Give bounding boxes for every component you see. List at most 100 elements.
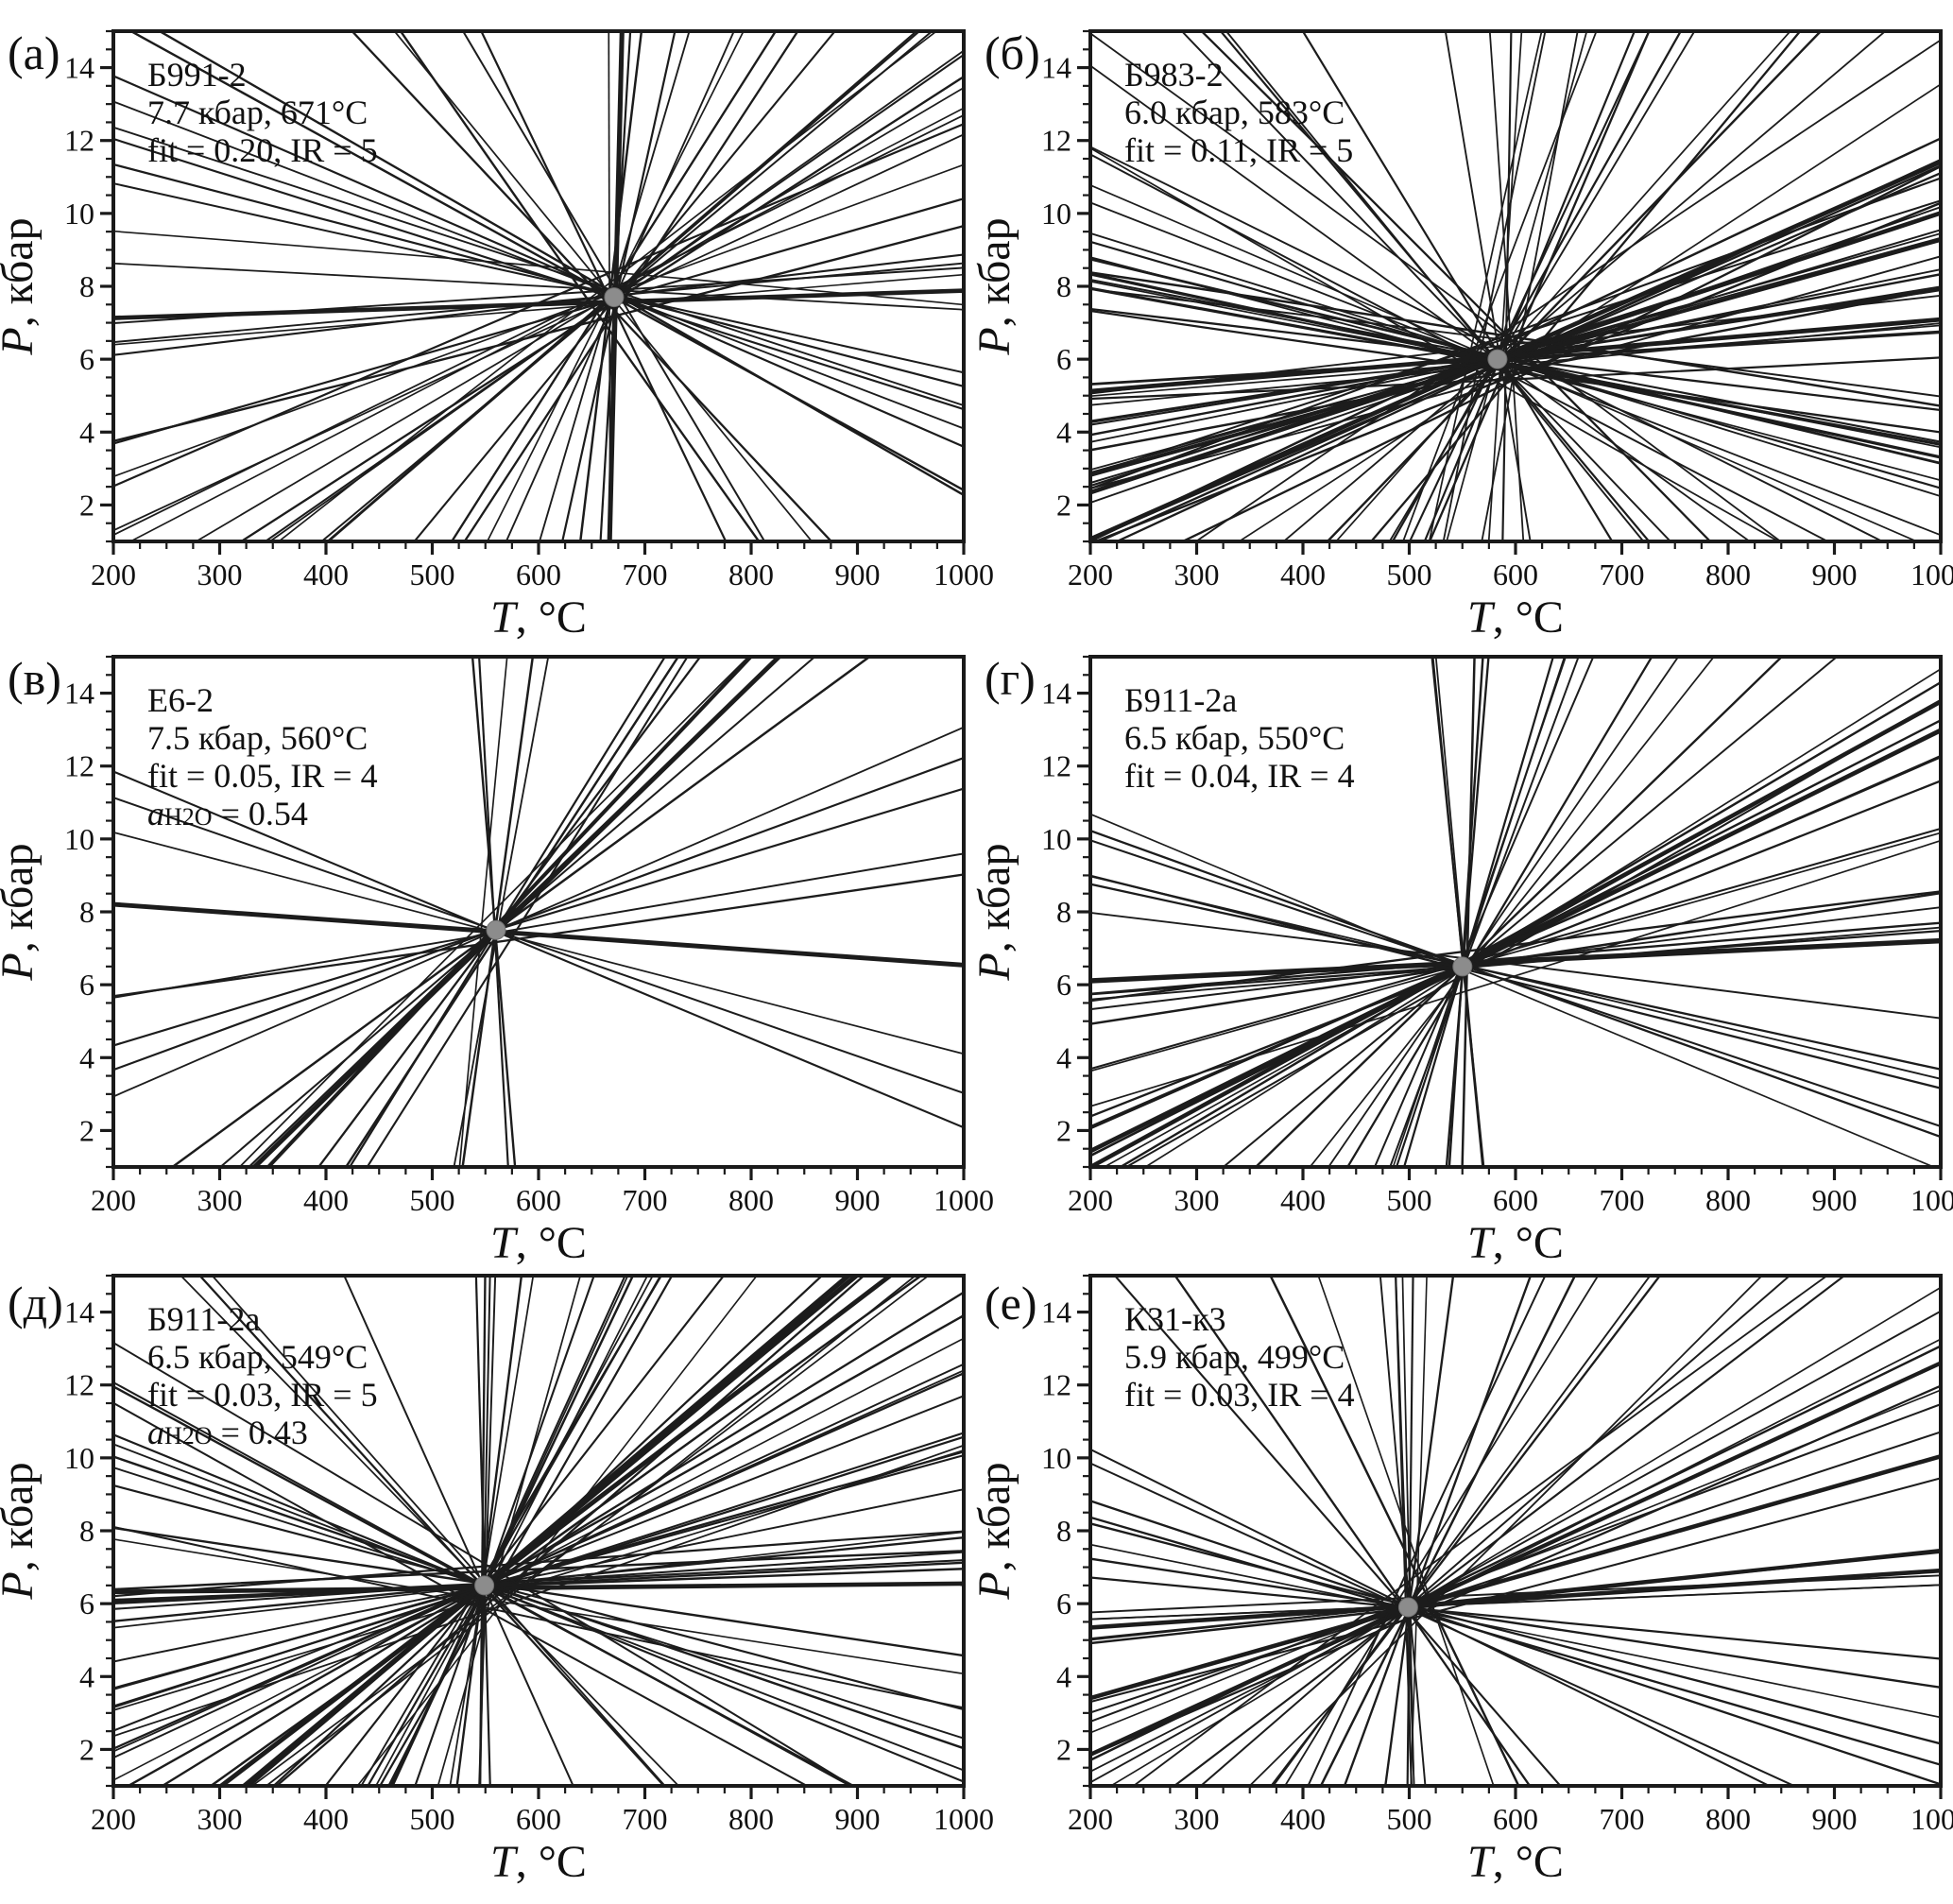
x-tick-label: 900: [1812, 557, 1858, 592]
y-tick-label: 6: [79, 1587, 94, 1621]
x-axis-title: T, °C: [1467, 592, 1564, 643]
y-tick-label: 6: [1056, 342, 1071, 376]
y-axis-title: P, кбар: [969, 217, 1019, 355]
equilibrium-line: [1090, 137, 1941, 541]
x-axis-title: T, °C: [490, 1218, 587, 1268]
x-tick-label: 800: [728, 1183, 774, 1217]
equilibrium-line: [1174, 1276, 1532, 1786]
x-tick-label: 800: [728, 1802, 774, 1836]
equilibrium-line: [113, 230, 964, 306]
x-tick-label: 1000: [934, 557, 994, 592]
y-tick-label: 2: [1056, 1113, 1071, 1147]
annotation-pt: 6.5 кбар, 549°C: [147, 1338, 368, 1376]
equilibrium-line: [1132, 1276, 1829, 1786]
equilibrium-line: [356, 1276, 759, 1786]
equilibrium-line: [1317, 1276, 1495, 1786]
annotation-sample: Б911-2а: [147, 1300, 260, 1338]
equilibrium-line: [1090, 271, 1941, 407]
x-tick-label: 400: [1280, 557, 1326, 592]
equilibria-lines: [1090, 1276, 1941, 1786]
y-tick-label: 8: [79, 269, 94, 303]
x-tick-label: 500: [410, 557, 455, 592]
x-tick-label: 300: [197, 1183, 243, 1217]
equilibrium-line: [1090, 309, 1941, 434]
y-axis-title: P, кбар: [0, 1462, 43, 1600]
y-tick-label: 12: [1041, 124, 1071, 158]
x-tick-label: 500: [410, 1802, 455, 1836]
x-tick-label: 1000: [934, 1802, 994, 1836]
y-tick-label: 8: [79, 1514, 94, 1548]
x-tick-label: 900: [835, 1802, 881, 1836]
annotation-fit: fit = 0.04, IR = 4: [1124, 757, 1355, 795]
x-tick-label: 400: [1280, 1183, 1326, 1217]
x-tick-label: 500: [1387, 1183, 1432, 1217]
equilibrium-line: [1090, 728, 1941, 1154]
y-tick-label: 12: [64, 124, 94, 158]
annotation-pt: 7.5 кбар, 560°C: [147, 719, 368, 757]
y-tick-label: 12: [1041, 749, 1071, 783]
x-tick-label: 600: [1493, 1802, 1538, 1836]
y-tick-label: 4: [79, 1040, 94, 1074]
equilibrium-line: [1481, 31, 1579, 541]
y-tick-label: 10: [1041, 1441, 1071, 1475]
equilibrium-line: [1109, 1286, 1941, 1786]
x-tick-label: 900: [1812, 1183, 1858, 1217]
annotation-pt: 6.0 кбар, 583°C: [1124, 94, 1345, 131]
y-tick-label: 14: [1041, 677, 1071, 711]
panel-label: (в): [8, 652, 61, 705]
intersection-point: [1397, 1597, 1418, 1618]
equilibrium-line: [113, 1341, 854, 1786]
x-tick-label: 200: [1068, 557, 1113, 592]
annotation-fit: fit = 0.03, IR = 5: [147, 1376, 378, 1414]
equilibrium-line: [1090, 146, 1781, 541]
y-axis-title: P, кбар: [0, 217, 43, 355]
equilibrium-line: [113, 1401, 810, 1786]
intersection-point: [1452, 956, 1473, 977]
y-tick-label: 2: [79, 1732, 94, 1766]
y-tick-label: 12: [64, 1368, 94, 1402]
x-tick-label: 800: [728, 557, 774, 592]
y-tick-label: 10: [64, 1441, 94, 1475]
y-axis-title: P, кбар: [969, 1462, 1019, 1600]
x-tick-label: 200: [91, 1802, 136, 1836]
y-tick-label: 6: [79, 342, 94, 376]
x-tick-label: 700: [1600, 557, 1645, 592]
equilibrium-line: [1090, 1384, 1941, 1757]
x-tick-label: 800: [1705, 557, 1751, 592]
x-tick-label: 700: [623, 1183, 668, 1217]
annotation-sample: К31-к3: [1124, 1300, 1226, 1338]
annotation-pt: 5.9 кбар, 499°C: [1124, 1338, 1345, 1376]
equilibrium-line: [113, 1538, 964, 1675]
y-tick-label: 6: [1056, 1587, 1071, 1621]
y-tick-label: 2: [1056, 1732, 1071, 1766]
x-tick-label: 700: [623, 1802, 668, 1836]
y-tick-label: 8: [79, 895, 94, 929]
annotation-fit: fit = 0.11, IR = 5: [1124, 131, 1353, 169]
x-tick-label: 900: [835, 1183, 881, 1217]
intersection-point: [1487, 349, 1508, 369]
equilibrium-line: [1090, 171, 1941, 541]
x-tick-label: 200: [1068, 1802, 1113, 1836]
x-tick-label: 600: [516, 1183, 561, 1217]
equilibrium-line: [343, 1276, 574, 1786]
x-tick-label: 1000: [1910, 1802, 1953, 1836]
x-tick-label: 400: [1280, 1802, 1326, 1836]
x-tick-label: 200: [1068, 1183, 1113, 1217]
y-tick-label: 10: [64, 822, 94, 856]
y-tick-label: 8: [1056, 895, 1071, 929]
y-tick-label: 14: [1041, 51, 1071, 85]
x-tick-label: 600: [516, 1802, 561, 1836]
y-tick-label: 2: [79, 488, 94, 522]
annotation-ah2o: aH2O = 0.54: [147, 795, 308, 832]
y-tick-label: 10: [1041, 197, 1071, 231]
x-tick-label: 300: [1174, 557, 1220, 592]
y-tick-label: 2: [79, 1113, 94, 1147]
x-tick-label: 700: [623, 557, 668, 592]
intersection-point: [604, 287, 625, 308]
y-tick-label: 8: [1056, 269, 1071, 303]
